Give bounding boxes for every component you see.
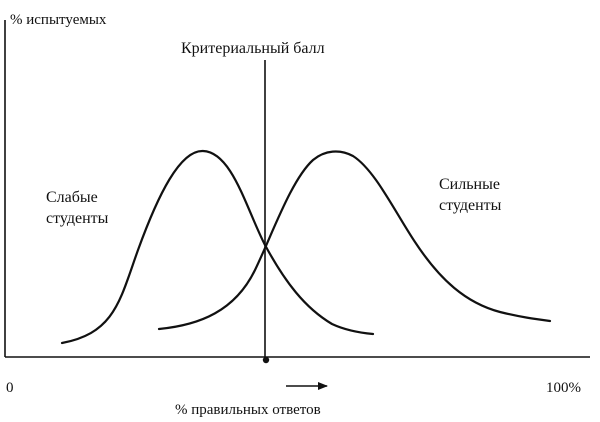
strong-students-curve — [157, 150, 552, 331]
strong-group-label-line2: студенты — [439, 197, 502, 214]
cutoff-point-marker — [262, 356, 270, 364]
weak-group-label-line1: Слабые — [46, 189, 98, 206]
x-min-label: 0 — [6, 380, 14, 396]
weak-students-curve — [60, 149, 375, 345]
cutoff-label: Критериальный балл — [181, 40, 325, 57]
y-axis-label: % испытуемых — [10, 12, 107, 28]
x-max-label: 100% — [546, 380, 581, 396]
x-axis-label: % правильных ответов — [175, 402, 321, 418]
weak-group-label-line2: студенты — [46, 210, 109, 227]
strong-group-label-line1: Сильные — [439, 176, 500, 193]
